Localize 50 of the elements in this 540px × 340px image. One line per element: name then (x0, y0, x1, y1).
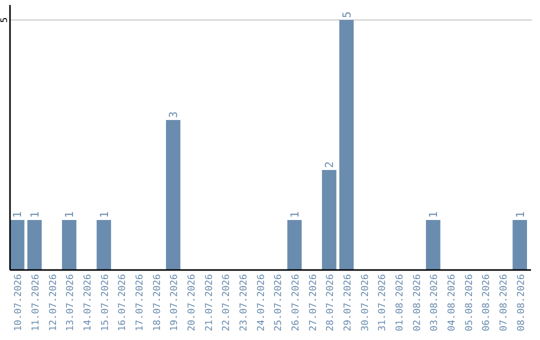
x-tick-label: 23.07.2026 (238, 274, 250, 332)
x-tick-label: 18.07.2026 (152, 274, 163, 332)
x-tick-label: 27.07.2026 (308, 274, 319, 332)
x-tick-label: 26.07.2026 (290, 274, 302, 332)
bar (512, 220, 527, 270)
x-tick-label: 20.07.2026 (186, 274, 198, 332)
x-tick-label: 03.08.2026 (429, 274, 440, 332)
x-tick-label: 13.07.2026 (65, 274, 76, 332)
x-tick-label: 14.07.2026 (82, 274, 94, 332)
x-tick-label: 22.07.2026 (221, 274, 232, 332)
x-tick-label: 05.08.2026 (464, 274, 475, 332)
bar (27, 220, 42, 270)
bar (96, 220, 112, 270)
x-tick-label: 02.08.2026 (412, 274, 423, 332)
x-tick-label: 31.07.2026 (377, 274, 388, 332)
data-label: 5 (340, 11, 354, 18)
data-label: 3 (167, 111, 180, 118)
x-tick-label: 01.08.2026 (394, 274, 406, 332)
x-tick-label: 06.08.2026 (481, 274, 492, 332)
x-tick-label: 16.07.2026 (117, 274, 128, 332)
data-label: 1 (63, 211, 76, 218)
x-tick-label: 08.08.2026 (516, 274, 527, 332)
x-tick-label: 12.07.2026 (48, 274, 59, 332)
x-tick-label: 28.07.2026 (325, 274, 336, 332)
data-label: 1 (11, 211, 24, 218)
data-label: 1 (288, 211, 302, 218)
x-tick-label: 25.07.2026 (273, 274, 284, 332)
bar (287, 220, 302, 270)
data-label: 2 (323, 161, 336, 168)
data-label: 1 (514, 211, 527, 218)
data-label: 1 (28, 211, 42, 218)
bar (62, 220, 76, 270)
bar (426, 220, 440, 270)
x-tick-label: 21.07.2026 (204, 274, 215, 332)
bar (166, 120, 180, 270)
x-tick-label: 19.07.2026 (169, 274, 180, 332)
x-tick-label: 24.07.2026 (256, 274, 267, 332)
x-tick-label: 04.08.2026 (446, 274, 458, 332)
x-tick-label: 17.07.2026 (134, 274, 146, 332)
x-tick-label: 10.07.2026 (13, 274, 24, 332)
x-tick-label: 11.07.2026 (30, 274, 42, 332)
bar (322, 170, 336, 270)
x-tick-label: 15.07.2026 (100, 274, 111, 332)
x-tick-label: 29.07.2026 (342, 274, 354, 332)
data-label: 1 (98, 211, 111, 218)
x-tick-label: 07.08.2026 (498, 274, 510, 332)
data-label: 1 (427, 211, 440, 218)
bar (339, 20, 354, 270)
x-tick-label: 30.07.2026 (360, 274, 371, 332)
bar (10, 220, 24, 270)
